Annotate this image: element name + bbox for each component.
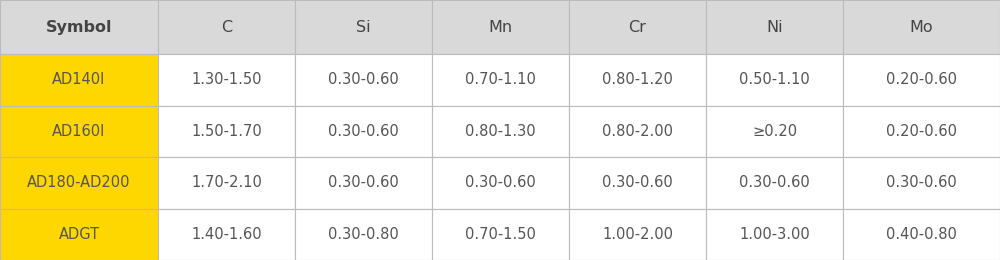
Bar bbox=[706, 106, 843, 157]
Text: 0.30-0.60: 0.30-0.60 bbox=[739, 175, 810, 190]
Bar bbox=[569, 106, 706, 157]
Bar bbox=[0, 209, 158, 260]
Text: 0.80-1.20: 0.80-1.20 bbox=[602, 72, 673, 87]
Text: 0.30-0.60: 0.30-0.60 bbox=[886, 175, 957, 190]
Bar bbox=[158, 106, 295, 157]
Bar bbox=[843, 0, 1000, 54]
Bar bbox=[432, 209, 569, 260]
Text: AD140I: AD140I bbox=[52, 72, 106, 87]
Text: C: C bbox=[221, 20, 232, 35]
Text: 0.30-0.60: 0.30-0.60 bbox=[465, 175, 536, 190]
Text: 0.50-1.10: 0.50-1.10 bbox=[739, 72, 810, 87]
Bar bbox=[569, 54, 706, 106]
Bar bbox=[158, 157, 295, 209]
Bar bbox=[569, 0, 706, 54]
Text: 0.20-0.60: 0.20-0.60 bbox=[886, 72, 957, 87]
Bar bbox=[0, 106, 158, 157]
Text: 1.00-3.00: 1.00-3.00 bbox=[739, 227, 810, 242]
Text: 1.40-1.60: 1.40-1.60 bbox=[191, 227, 262, 242]
Text: 0.20-0.60: 0.20-0.60 bbox=[886, 124, 957, 139]
Bar bbox=[0, 157, 158, 209]
Bar bbox=[569, 209, 706, 260]
Bar bbox=[706, 0, 843, 54]
Text: Mn: Mn bbox=[488, 20, 513, 35]
Bar bbox=[843, 54, 1000, 106]
Bar bbox=[432, 0, 569, 54]
Text: Mo: Mo bbox=[910, 20, 933, 35]
Text: 0.70-1.50: 0.70-1.50 bbox=[465, 227, 536, 242]
Bar bbox=[432, 54, 569, 106]
Text: 0.30-0.60: 0.30-0.60 bbox=[328, 72, 399, 87]
Text: 0.30-0.80: 0.30-0.80 bbox=[328, 227, 399, 242]
Text: Cr: Cr bbox=[629, 20, 646, 35]
Bar bbox=[432, 106, 569, 157]
Text: ≥0.20: ≥0.20 bbox=[752, 124, 797, 139]
Bar bbox=[295, 106, 432, 157]
Text: ADGT: ADGT bbox=[58, 227, 100, 242]
Bar bbox=[843, 157, 1000, 209]
Text: 1.70-2.10: 1.70-2.10 bbox=[191, 175, 262, 190]
Text: 1.30-1.50: 1.30-1.50 bbox=[191, 72, 262, 87]
Bar bbox=[0, 54, 158, 106]
Bar bbox=[295, 54, 432, 106]
Text: Si: Si bbox=[356, 20, 371, 35]
Text: 0.30-0.60: 0.30-0.60 bbox=[602, 175, 673, 190]
Text: AD160I: AD160I bbox=[52, 124, 106, 139]
Bar bbox=[706, 157, 843, 209]
Bar bbox=[432, 157, 569, 209]
Text: AD180-AD200: AD180-AD200 bbox=[27, 175, 131, 190]
Bar bbox=[295, 0, 432, 54]
Bar bbox=[706, 54, 843, 106]
Text: 0.30-0.60: 0.30-0.60 bbox=[328, 175, 399, 190]
Bar bbox=[158, 54, 295, 106]
Text: 1.50-1.70: 1.50-1.70 bbox=[191, 124, 262, 139]
Bar bbox=[706, 209, 843, 260]
Bar bbox=[569, 157, 706, 209]
Bar bbox=[843, 209, 1000, 260]
Text: 0.40-0.80: 0.40-0.80 bbox=[886, 227, 957, 242]
Bar bbox=[158, 209, 295, 260]
Text: 0.80-2.00: 0.80-2.00 bbox=[602, 124, 673, 139]
Text: 0.80-1.30: 0.80-1.30 bbox=[465, 124, 536, 139]
Bar bbox=[843, 106, 1000, 157]
Text: 0.30-0.60: 0.30-0.60 bbox=[328, 124, 399, 139]
Text: 1.00-2.00: 1.00-2.00 bbox=[602, 227, 673, 242]
Text: Symbol: Symbol bbox=[46, 20, 112, 35]
Text: 0.70-1.10: 0.70-1.10 bbox=[465, 72, 536, 87]
Text: Ni: Ni bbox=[766, 20, 783, 35]
Bar bbox=[295, 209, 432, 260]
Bar bbox=[158, 0, 295, 54]
Bar bbox=[295, 157, 432, 209]
Bar bbox=[0, 0, 158, 54]
